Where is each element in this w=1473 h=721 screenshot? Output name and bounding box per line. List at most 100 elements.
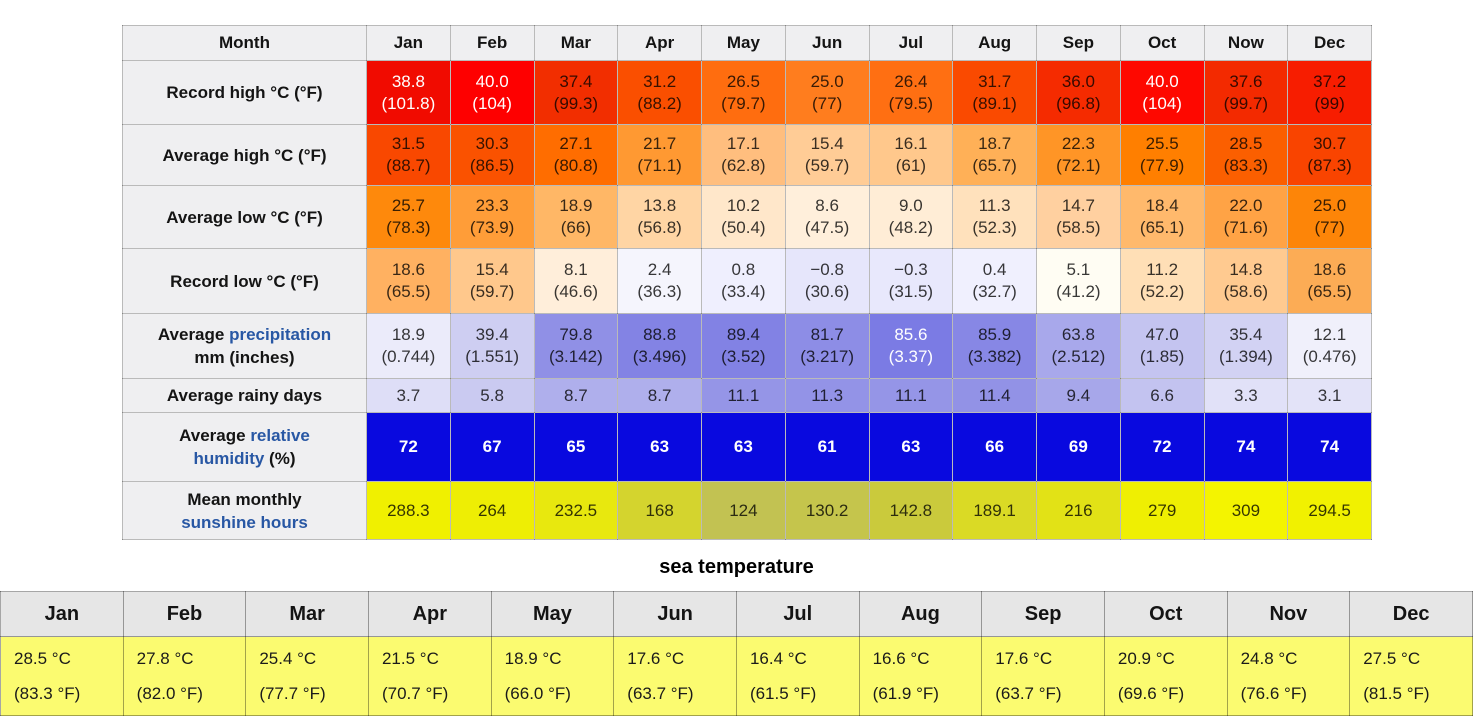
label-text: Average high °C (°F)	[162, 145, 327, 165]
cell-humidity: 66	[952, 412, 1037, 482]
sea-month-header: Dec	[1349, 591, 1473, 637]
cell-sunshine: 124	[701, 481, 786, 540]
cell-avg-low: 22.0 (71.6)	[1203, 185, 1289, 249]
cell-record-high: 37.4 (99.3)	[533, 60, 619, 125]
cell-avg-low: 14.7 (58.5)	[1036, 185, 1121, 249]
cell-avg-low: 25.0 (77)	[1287, 185, 1372, 249]
cell-sunshine: 142.8	[868, 481, 954, 540]
cell-record-low: 18.6 (65.5)	[366, 248, 451, 314]
cell-rainy: 11.1	[868, 378, 954, 413]
cell-precip: 88.8 (3.496)	[617, 313, 702, 379]
sea-month-header: Aug	[858, 591, 983, 637]
month-header: Jan	[366, 25, 451, 61]
cell-avg-high: 30.3 (86.5)	[449, 124, 535, 186]
sea-temp-cell: 16.4 °C (61.5 °F)	[735, 636, 860, 716]
month-header: Mar	[533, 25, 619, 61]
cell-sunshine: 288.3	[366, 481, 451, 540]
cell-avg-high: 17.1 (62.8)	[701, 124, 786, 186]
cell-avg-high: 22.3 (72.1)	[1036, 124, 1121, 186]
cell-precip: 85.9 (3.382)	[952, 313, 1037, 379]
cell-rainy: 8.7	[617, 378, 702, 413]
table-row-rainy: Average rainy days 3.7 5.8 8.7 8.7 11.1 11.3 11…	[122, 378, 1372, 413]
cell-avg-high: 31.5 (88.7)	[366, 124, 451, 186]
cell-rainy: 8.7	[533, 378, 619, 413]
relative-humidity-link[interactable]: humidity	[193, 449, 265, 468]
cell-humidity: 72	[1119, 412, 1205, 482]
cell-rainy: 11.3	[784, 378, 870, 413]
climate-section: Month Jan Feb Mar Apr May Jun Jul Aug Sep Oct Now De…	[122, 25, 1473, 540]
sea-month-header: Feb	[122, 591, 247, 637]
table-row-record-high: Record high °C (°F) 38.8 (101.8) 40.0 (104) 3…	[122, 60, 1372, 125]
label-text: Record high °C (°F)	[166, 83, 323, 102]
cell-precip: 63.8 (2.512)	[1036, 313, 1121, 379]
cell-record-low: 18.6 (65.5)	[1287, 248, 1372, 314]
cell-precip: 35.4 (1.394)	[1203, 313, 1289, 379]
cell-precip: 47.0 (1.85)	[1119, 313, 1205, 379]
sea-temp-cell: 28.5 °C (83.3 °F)	[0, 636, 124, 716]
cell-record-low: 14.8 (58.6)	[1203, 248, 1289, 314]
month-header: Jun	[784, 25, 870, 61]
cell-precip: 81.7 (3.217)	[784, 313, 870, 379]
table-row-humidity: Average relative humidity (%) 72 67 65 63 63 61…	[122, 412, 1372, 482]
table-row-record-low: Record low °C (°F) 18.6 (65.5) 15.4 (59.7) 8.…	[122, 248, 1372, 314]
cell-precip: 12.1 (0.476)	[1287, 313, 1372, 379]
cell-sunshine: 294.5	[1287, 481, 1372, 540]
climate-table-header: Month Jan Feb Mar Apr May Jun Jul Aug Sep Oct Now De…	[122, 25, 1372, 61]
cell-humidity: 63	[701, 412, 786, 482]
cell-record-low: 11.2 (52.2)	[1119, 248, 1205, 314]
cell-avg-high: 21.7 (71.1)	[617, 124, 702, 186]
cell-sunshine: 168	[617, 481, 702, 540]
cell-precip: 79.8 (3.142)	[533, 313, 619, 379]
climate-table-body: Record high °C (°F) 38.8 (101.8) 40.0 (104) 3…	[122, 60, 1372, 540]
month-header: Sep	[1036, 25, 1121, 61]
sea-temperature-table: Jan Feb Mar Apr May Jun Jul Aug Sep Oct Nov Dec 28.…	[0, 591, 1473, 716]
precipitation-link[interactable]: precipitation	[229, 325, 332, 344]
cell-record-high: 26.4 (79.5)	[868, 60, 954, 125]
cell-record-low: 15.4 (59.7)	[449, 248, 535, 314]
relative-humidity-link[interactable]: relative	[250, 426, 310, 445]
sea-table-header: Jan Feb Mar Apr May Jun Jul Aug Sep Oct Nov Dec	[0, 591, 1473, 637]
sunshine-hours-link[interactable]: sunshine hours	[181, 512, 308, 532]
cell-avg-low: 18.9 (66)	[533, 185, 619, 249]
cell-sunshine: 264	[449, 481, 535, 540]
month-header-row: Month Jan Feb Mar Apr May Jun Jul Aug Sep Oct Now De…	[122, 25, 1372, 61]
cell-record-low: −0.8 (30.6)	[784, 248, 870, 314]
month-header: Jul	[868, 25, 954, 61]
cell-avg-high: 25.5 (77.9)	[1119, 124, 1205, 186]
cell-record-low: 0.4 (32.7)	[952, 248, 1037, 314]
cell-avg-high: 18.7 (65.7)	[952, 124, 1037, 186]
row-label-avg-high: Average high °C (°F)	[122, 124, 367, 186]
cell-humidity: 72	[366, 412, 451, 482]
cell-humidity: 74	[1287, 412, 1372, 482]
label-text: Average	[179, 426, 251, 445]
cell-record-low: 2.4 (36.3)	[617, 248, 702, 314]
sea-month-header: Nov	[1226, 591, 1351, 637]
cell-sunshine: 279	[1119, 481, 1205, 540]
sea-temp-cell: 20.9 °C (69.6 °F)	[1103, 636, 1228, 716]
sea-temp-cell: 16.6 °C (61.9 °F)	[858, 636, 983, 716]
row-label-record-low: Record low °C (°F)	[122, 248, 367, 314]
month-header: Aug	[952, 25, 1037, 61]
cell-rainy: 3.3	[1203, 378, 1289, 413]
cell-avg-high: 27.1 (80.8)	[533, 124, 619, 186]
cell-avg-low: 9.0 (48.2)	[868, 185, 954, 249]
cell-rainy: 5.8	[449, 378, 535, 413]
cell-record-high: 40.0 (104)	[449, 60, 535, 125]
cell-precip: 18.9 (0.744)	[366, 313, 451, 379]
cell-avg-high: 30.7 (87.3)	[1287, 124, 1372, 186]
cell-record-low: 0.8 (33.4)	[701, 248, 786, 314]
sea-temperature-title: sea temperature	[659, 556, 814, 578]
cell-avg-low: 13.8 (56.8)	[617, 185, 702, 249]
month-header: May	[701, 25, 786, 61]
label-text: Mean monthly	[187, 489, 302, 509]
table-row-avg-low: Average low °C (°F) 25.7 (78.3) 23.3 (73.9) 1…	[122, 185, 1372, 249]
table-row-precip: Average precipitation mm (inches) 18.9 (0.7…	[122, 313, 1372, 379]
cell-record-high: 37.6 (99.7)	[1203, 60, 1289, 125]
cell-humidity: 63	[617, 412, 702, 482]
cell-rainy: 11.1	[701, 378, 786, 413]
cell-sunshine: 189.1	[952, 481, 1037, 540]
cell-humidity: 61	[784, 412, 870, 482]
sea-month-header: Oct	[1103, 591, 1228, 637]
sea-temp-cell: 25.4 °C (77.7 °F)	[245, 636, 369, 716]
cell-avg-low: 11.3 (52.3)	[952, 185, 1037, 249]
